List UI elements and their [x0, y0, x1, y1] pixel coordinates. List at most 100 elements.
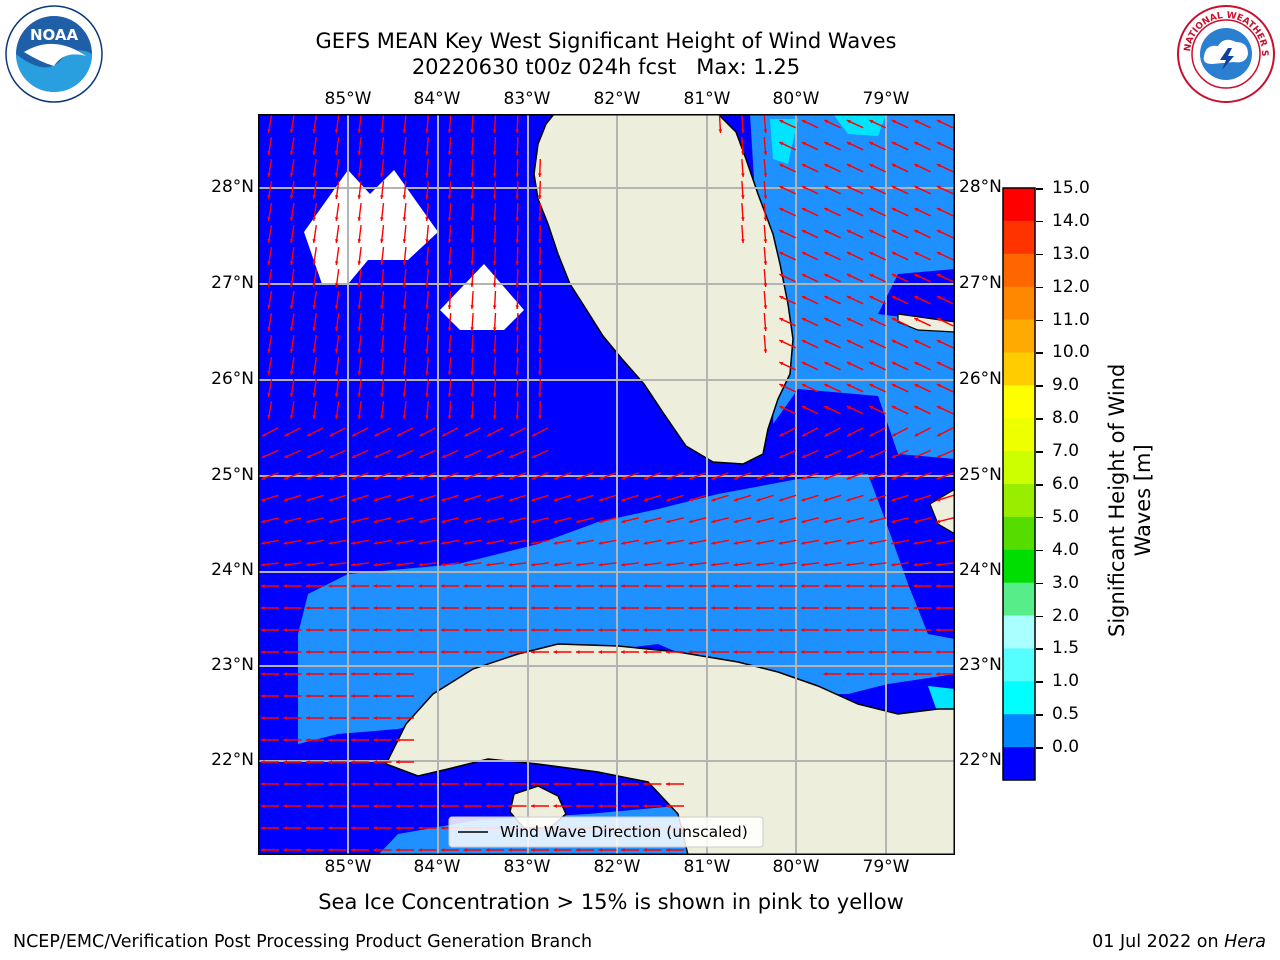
wave-direction-arrow [515, 378, 520, 398]
wave-direction-arrow [267, 269, 273, 287]
wave-direction-arrow [891, 449, 909, 459]
wave-direction-arrow [756, 517, 774, 524]
wave-direction-arrow [778, 606, 797, 610]
wave-direction-arrow [643, 517, 662, 524]
wave-direction-arrow [380, 356, 385, 376]
wave-direction-arrow [846, 141, 864, 151]
wave-direction-arrow [351, 606, 369, 610]
wave-direction-arrow [598, 472, 617, 480]
wave-direction-arrow [801, 449, 819, 459]
wave-direction-arrow [373, 716, 392, 720]
lon-tick-bottom: 84°W [413, 857, 461, 877]
wave-direction-arrow [396, 716, 414, 720]
wave-direction-arrow [261, 782, 279, 786]
wave-direction-arrow [380, 158, 385, 178]
wave-direction-arrow [283, 672, 302, 676]
wave-direction-arrow [447, 400, 452, 420]
wave-direction-arrow [936, 207, 954, 217]
colorbar-tick-label: 13.0 [1052, 243, 1090, 264]
wave-direction-arrow [913, 606, 932, 610]
wave-direction-arrow [598, 539, 617, 545]
wave-direction-arrow [334, 400, 340, 420]
wave-direction-arrow [463, 848, 482, 852]
wave-direction-arrow [576, 848, 594, 852]
lat-tick-right: 28°N [959, 177, 1002, 197]
wave-direction-arrow [508, 584, 527, 588]
wave-direction-arrow [380, 136, 385, 156]
wave-direction-arrow [891, 405, 909, 415]
wave-direction-arrow [283, 562, 302, 567]
wave-direction-arrow [261, 628, 279, 632]
wave-direction-arrow [846, 339, 864, 349]
wave-direction-arrow [824, 207, 841, 217]
wave-direction-arrow [890, 562, 910, 567]
wave-direction-arrow [402, 158, 407, 178]
colorbar-segment [1003, 418, 1035, 452]
wave-direction-arrow [845, 562, 865, 567]
wave-direction-arrow [891, 606, 909, 610]
wave-direction-arrow [914, 383, 931, 393]
wave-direction-arrow [447, 334, 452, 354]
wave-direction-arrow [891, 650, 909, 654]
wave-direction-arrow [425, 158, 430, 178]
wave-direction-arrow [306, 539, 324, 545]
wave-direction-arrow [441, 449, 459, 459]
wave-direction-arrow [741, 180, 745, 200]
wave-direction-arrow [801, 273, 819, 283]
lat-tick-right: 27°N [959, 273, 1002, 293]
wave-direction-arrow [621, 606, 639, 610]
wave-direction-arrow [351, 694, 369, 698]
lat-tick-left: 26°N [211, 369, 254, 389]
wave-direction-arrow [688, 539, 707, 545]
wave-direction-arrow [418, 562, 437, 567]
wave-direction-arrow [447, 202, 452, 222]
wave-direction-arrow [463, 449, 482, 459]
wave-direction-arrow [846, 273, 864, 283]
wave-direction-arrow [418, 606, 437, 610]
legend-box: Wind Wave Direction (unscaled) [448, 816, 764, 848]
wave-direction-arrow [441, 517, 459, 524]
wave-direction-arrow [508, 606, 527, 610]
wave-direction-arrow [312, 268, 318, 288]
wave-direction-arrow [334, 334, 340, 354]
wave-direction-arrow [470, 180, 474, 200]
wave-direction-arrow [357, 114, 362, 134]
wave-direction-arrow [351, 782, 369, 786]
wave-direction-arrow [891, 383, 909, 393]
wave-direction-arrow [463, 517, 482, 524]
wave-direction-arrow [508, 804, 527, 808]
wave-direction-arrow [824, 295, 841, 305]
wave-direction-arrow [373, 562, 392, 567]
colorbar-segment [1003, 648, 1035, 682]
wave-direction-arrow [869, 251, 886, 261]
wave-direction-arrow [598, 848, 617, 852]
wave-direction-arrow [402, 356, 407, 376]
wave-direction-arrow [914, 273, 931, 283]
wave-direction-arrow [666, 628, 684, 632]
wave-direction-arrow [515, 400, 520, 420]
wave-direction-arrow [396, 517, 414, 524]
colorbar-tick-mark [1036, 484, 1043, 486]
wave-direction-arrow [425, 202, 430, 222]
wave-direction-arrow [553, 584, 572, 588]
colorbar-tick-label: 14.0 [1052, 210, 1090, 231]
wave-direction-arrow [425, 334, 430, 354]
wave-direction-arrow [553, 517, 572, 524]
wave-direction-arrow [289, 203, 295, 221]
wave-direction-arrow [402, 268, 407, 288]
wave-direction-arrow [486, 472, 504, 480]
wave-direction-arrow [688, 472, 707, 480]
wave-direction-arrow [846, 163, 864, 173]
wave-direction-arrow [666, 517, 684, 524]
wave-height-map: Wind Wave Direction (unscaled) [258, 114, 955, 855]
wave-direction-arrow [936, 361, 954, 371]
wave-direction-arrow [538, 290, 542, 310]
wave-direction-arrow [914, 141, 931, 151]
wave-direction-arrow [598, 606, 617, 610]
colorbar-segment [1003, 385, 1035, 419]
wave-direction-arrow [351, 427, 369, 437]
wave-direction-arrow [492, 136, 497, 156]
wave-direction-arrow [763, 246, 768, 266]
wave-direction-arrow [801, 472, 819, 480]
wave-direction-arrow [869, 207, 886, 217]
